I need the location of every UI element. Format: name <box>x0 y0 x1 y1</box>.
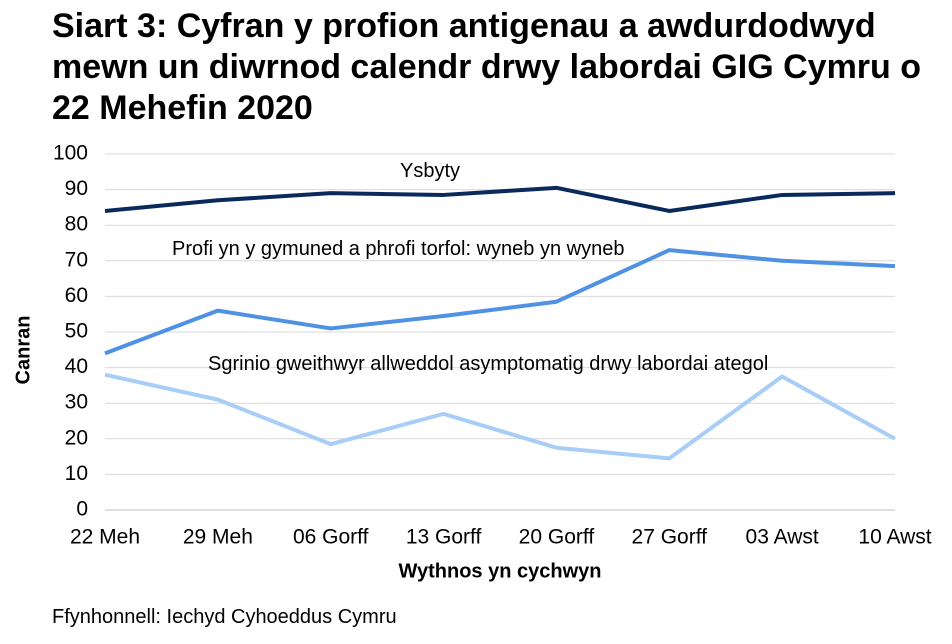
x-tick-label: 06 Gorff <box>293 526 369 549</box>
x-tick-label: 10 Awst <box>858 526 931 549</box>
x-tick-label: 20 Gorff <box>519 526 595 549</box>
y-tick-label: 70 <box>65 248 88 271</box>
y-axis-label: Canran <box>12 316 34 385</box>
y-tick-label: 60 <box>65 284 88 307</box>
y-tick-label: 50 <box>65 320 88 343</box>
x-tick-label: 03 Awst <box>746 526 819 549</box>
series-line <box>104 372 896 461</box>
y-tick-label: 90 <box>65 177 88 200</box>
x-tick-label: 27 Gorff <box>632 526 708 549</box>
chart-title: Siart 3: Cyfran y profion antigenau a aw… <box>52 7 922 127</box>
y-tick-label: 20 <box>65 426 88 449</box>
series-label: Ysbyty <box>400 160 461 182</box>
series-line <box>104 185 896 213</box>
y-tick-label: 30 <box>65 391 88 414</box>
series-label: Sgrinio gweithwyr allweddol asymptomatig… <box>208 353 769 375</box>
x-axis-label: Wythnos yn cychwyn <box>398 560 601 582</box>
y-tick-label: 10 <box>65 462 88 485</box>
y-tick-label: 100 <box>53 142 88 165</box>
x-tick-label: 13 Gorff <box>406 526 482 549</box>
x-tick-label: 29 Meh <box>183 526 253 549</box>
y-tick-label: 0 <box>76 498 88 521</box>
y-tick-label: 80 <box>65 213 88 236</box>
series-line <box>104 248 896 356</box>
series-label: Profi yn y gymuned a phrofi torfol: wyne… <box>172 238 625 260</box>
y-tick-label: 40 <box>65 355 88 378</box>
x-tick-label: 22 Meh <box>70 526 140 549</box>
source: Ffynhonnell: Iechyd Cyhoeddus Cymru <box>52 606 397 628</box>
